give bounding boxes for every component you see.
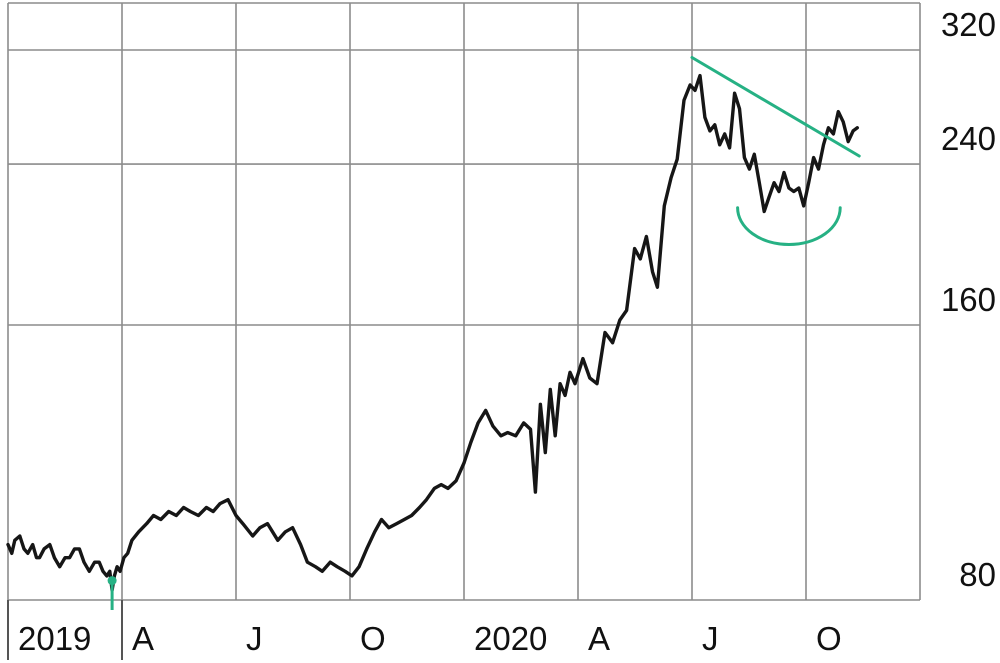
event-marker-dot xyxy=(107,576,117,586)
y-axis-label: 160 xyxy=(941,281,996,318)
x-axis-label: O xyxy=(816,620,842,657)
price-line xyxy=(6,73,859,592)
trendline-annotation xyxy=(690,56,861,158)
x-axis-label: 2020 xyxy=(474,620,547,657)
x-axis-label: O xyxy=(360,620,386,657)
x-axis-label: A xyxy=(588,620,610,657)
y-axis-label: 80 xyxy=(959,556,996,593)
cup-arc-annotation xyxy=(736,206,842,246)
x-axis-label: A xyxy=(132,620,154,657)
x-axis-label: J xyxy=(702,620,719,657)
x-axis-label: J xyxy=(246,620,263,657)
y-axis-label: 240 xyxy=(941,120,996,157)
x-axis-label: 2019 xyxy=(18,620,91,657)
y-axis-label: 320 xyxy=(941,6,996,43)
